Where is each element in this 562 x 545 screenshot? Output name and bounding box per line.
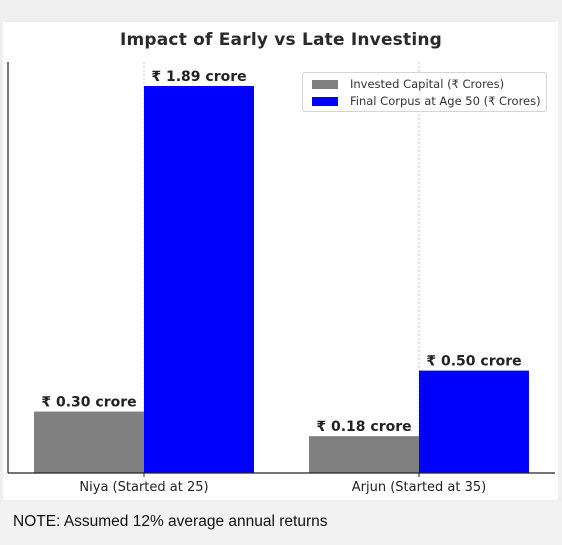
legend-item-invested: Invested Capital (₹ Crores) bbox=[312, 77, 504, 91]
data-label-corpus-0: ₹ 1.89 crore bbox=[151, 69, 246, 85]
legend-swatch-invested bbox=[312, 79, 338, 89]
data-label-invested-1: ₹ 0.18 crore bbox=[316, 419, 411, 435]
data-label-invested-0: ₹ 0.30 crore bbox=[41, 395, 136, 411]
bar-invested-1 bbox=[309, 436, 419, 473]
note-bar bbox=[0, 502, 562, 545]
chart-legend: Invested Capital (₹ Crores) Final Corpus… bbox=[302, 72, 547, 112]
data-label-corpus-1: ₹ 0.50 crore bbox=[426, 354, 521, 370]
x-tick-label-0: Niya (Started at 25) bbox=[79, 480, 208, 495]
legend-label-corpus: Final Corpus at Age 50 (₹ Crores) bbox=[350, 94, 541, 108]
legend-item-corpus: Final Corpus at Age 50 (₹ Crores) bbox=[312, 94, 541, 108]
bar-invested-0 bbox=[34, 411, 144, 473]
note-text: NOTE: Assumed 12% average annual returns bbox=[13, 513, 328, 530]
bar-corpus-0 bbox=[144, 86, 254, 473]
legend-swatch-corpus bbox=[312, 96, 338, 106]
bar-corpus-1 bbox=[419, 370, 529, 473]
chart-title: Impact of Early vs Late Investing bbox=[119, 30, 443, 50]
legend-label-invested: Invested Capital (₹ Crores) bbox=[350, 77, 505, 91]
x-tick-label-1: Arjun (Started at 35) bbox=[352, 480, 486, 495]
